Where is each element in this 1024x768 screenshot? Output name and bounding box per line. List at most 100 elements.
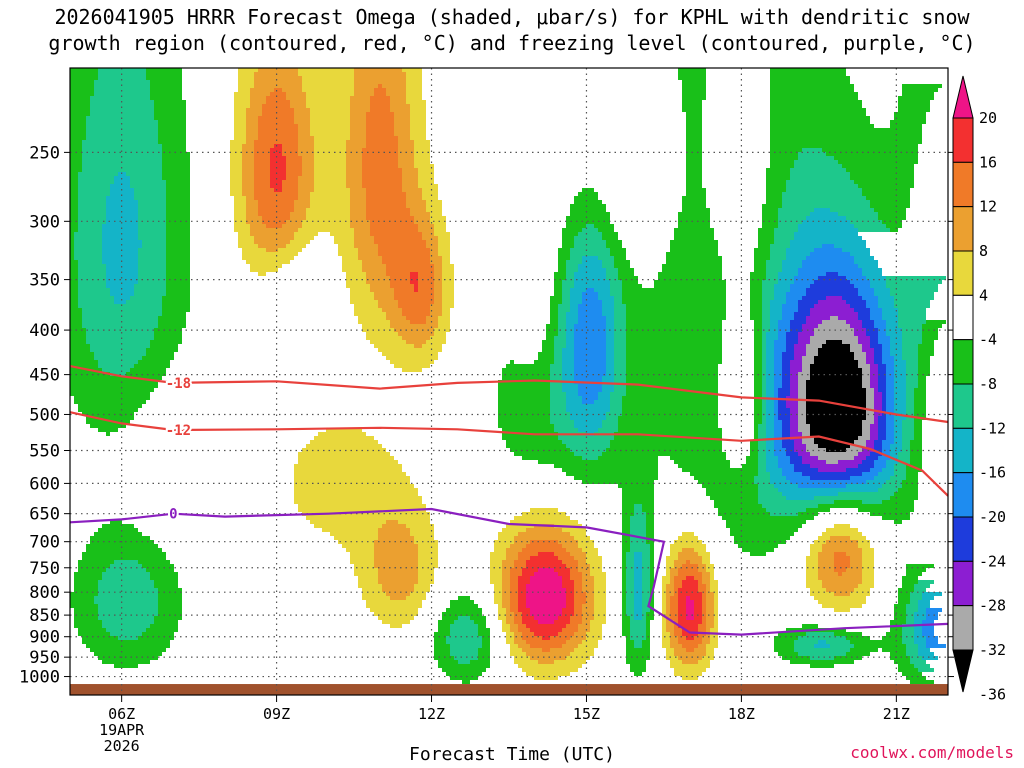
omega-cell bbox=[606, 332, 614, 336]
omega-cell bbox=[78, 292, 110, 296]
omega-cell bbox=[366, 116, 394, 120]
omega-cell bbox=[882, 220, 902, 224]
omega-cell bbox=[74, 236, 102, 240]
omega-cell bbox=[410, 128, 426, 132]
omega-cell bbox=[242, 256, 294, 260]
omega-cell bbox=[574, 340, 606, 344]
omega-cell bbox=[418, 556, 438, 560]
omega-cell bbox=[818, 324, 850, 328]
omega-cell bbox=[662, 604, 666, 608]
omega-cell bbox=[882, 316, 898, 320]
omega-cell bbox=[698, 580, 702, 584]
omega-cell bbox=[786, 296, 802, 300]
omega-cell bbox=[302, 168, 314, 172]
omega-cell bbox=[878, 212, 906, 216]
omega-cell bbox=[774, 296, 786, 300]
omega-cell bbox=[566, 224, 586, 228]
omega-cell bbox=[926, 612, 938, 616]
omega-cell bbox=[874, 392, 882, 396]
omega-cell bbox=[74, 624, 102, 628]
omega-cell bbox=[78, 408, 138, 412]
omega-cell bbox=[518, 664, 582, 668]
omega-cell bbox=[294, 492, 418, 496]
omega-cell bbox=[898, 592, 910, 596]
omega-cell bbox=[910, 656, 922, 660]
omega-cell bbox=[78, 200, 106, 204]
omega-cell bbox=[254, 160, 270, 164]
omega-cell bbox=[702, 616, 706, 620]
omega-cell bbox=[850, 556, 862, 560]
omega-cell bbox=[850, 564, 862, 568]
omega-cell bbox=[166, 224, 190, 228]
omega-cell bbox=[782, 204, 870, 208]
omega-cell bbox=[362, 264, 386, 268]
omega-cell bbox=[774, 408, 778, 412]
omega-cell bbox=[378, 568, 418, 572]
omega-cell bbox=[678, 596, 686, 600]
omega-cell bbox=[862, 472, 878, 476]
omega-cell bbox=[82, 556, 166, 560]
omega-cell bbox=[886, 480, 902, 484]
omega-cell bbox=[578, 268, 606, 272]
omega-cell bbox=[350, 552, 374, 556]
omega-cell bbox=[150, 84, 182, 88]
omega-cell bbox=[758, 440, 766, 444]
omega-cell bbox=[694, 636, 702, 640]
omega-cell bbox=[650, 560, 654, 564]
omega-cell bbox=[410, 528, 434, 532]
omega-cell bbox=[502, 592, 510, 596]
omega-cell bbox=[98, 360, 138, 364]
omega-cell bbox=[234, 104, 250, 108]
omega-cell bbox=[342, 264, 362, 268]
omega-cell bbox=[774, 428, 782, 432]
omega-cell bbox=[498, 396, 550, 400]
omega-cell bbox=[794, 444, 806, 448]
omega-cell bbox=[662, 620, 666, 624]
omega-cell bbox=[758, 488, 778, 492]
omega-cell bbox=[810, 664, 834, 668]
omega-cell bbox=[774, 284, 790, 288]
omega-cell bbox=[846, 484, 882, 488]
omega-cell bbox=[858, 544, 870, 548]
omega-cell bbox=[78, 212, 106, 216]
omega-cell bbox=[678, 572, 702, 576]
omega-cell bbox=[898, 96, 934, 100]
omega-cell bbox=[662, 580, 670, 584]
omega-cell bbox=[586, 592, 594, 596]
omega-cell bbox=[358, 248, 378, 252]
omega-cell bbox=[102, 576, 150, 580]
colorbar-label: 16 bbox=[979, 153, 997, 171]
omega-cell bbox=[634, 572, 642, 576]
omega-cell bbox=[614, 320, 626, 324]
omega-cell bbox=[626, 636, 630, 640]
omega-cell bbox=[414, 144, 430, 148]
omega-cell bbox=[770, 156, 798, 160]
omega-cell bbox=[102, 224, 138, 228]
omega-cell bbox=[366, 212, 410, 216]
omega-cell bbox=[906, 408, 914, 412]
omega-cell bbox=[346, 548, 374, 552]
omega-cell bbox=[70, 164, 82, 168]
omega-cell bbox=[858, 340, 870, 344]
omega-cell bbox=[642, 508, 654, 512]
omega-cell bbox=[570, 568, 578, 572]
omega-cell bbox=[478, 656, 490, 660]
omega-cell bbox=[562, 384, 578, 388]
omega-cell bbox=[614, 380, 626, 384]
omega-cell bbox=[70, 372, 110, 376]
omega-cell bbox=[518, 556, 530, 560]
omega-cell bbox=[774, 412, 778, 416]
omega-cell bbox=[790, 384, 798, 388]
omega-cell bbox=[402, 368, 422, 372]
omega-cell bbox=[138, 204, 166, 208]
omega-cell bbox=[366, 188, 402, 192]
omega-cell bbox=[434, 292, 442, 296]
omega-cell bbox=[334, 536, 378, 540]
omega-cell bbox=[386, 592, 410, 596]
omega-cell bbox=[238, 72, 254, 76]
omega-cell bbox=[558, 324, 566, 328]
omega-cell bbox=[422, 344, 442, 348]
omega-cell bbox=[762, 408, 766, 412]
omega-cell bbox=[106, 196, 134, 200]
omega-cell bbox=[642, 504, 654, 508]
